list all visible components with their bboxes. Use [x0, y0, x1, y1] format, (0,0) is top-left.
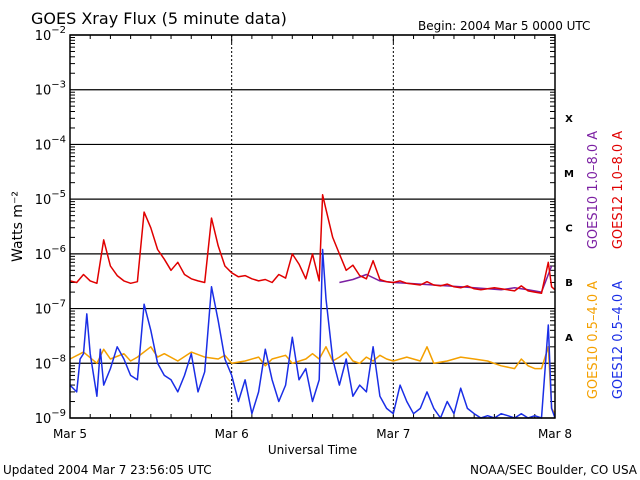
series-line-1	[69, 194, 556, 295]
x-tick-labels: Mar 5 Mar 6 Mar 7 Mar 8	[53, 427, 572, 441]
y-tick-label: 10−9	[35, 408, 66, 427]
flare-class-labels: X M C B A	[564, 114, 574, 344]
y-tick-label: 10−5	[35, 189, 66, 208]
legend-entry-0: GOES10 1.0–8.0 A	[586, 131, 601, 249]
y-tick-label: 10−2	[35, 25, 66, 44]
y-minor-ticks	[70, 37, 555, 403]
x-tick-label: Mar 8	[538, 427, 572, 441]
legend-entry-2: GOES10 0.5–4.0 A	[586, 281, 601, 399]
series-line-0	[339, 265, 553, 293]
flare-class-label: X	[565, 114, 573, 125]
y-tick-label: 10−4	[35, 134, 66, 153]
y-tick-labels: 10−2 10−3 10−4 10−5 10−6 10−7 10−8 10−9	[35, 25, 66, 427]
series-line-3	[69, 248, 556, 419]
y-axis-label: Watts m⁻²	[10, 191, 26, 262]
y-tick-label: 10−8	[35, 353, 66, 372]
y-tick-label: 10−6	[35, 244, 66, 263]
x-axis-label: Universal Time	[268, 443, 357, 457]
x-tick-label: Mar 6	[215, 427, 249, 441]
y-tick-label: 10−3	[35, 80, 66, 99]
flare-class-label: B	[565, 278, 573, 289]
credit-label: NOAA/SEC Boulder, CO USA	[470, 463, 638, 477]
flare-class-label: M	[564, 169, 574, 180]
y-tick-label: 10−7	[35, 299, 66, 318]
flare-class-label: A	[565, 333, 573, 344]
data-series	[69, 194, 556, 419]
legend-entry-3: GOES12 0.5–4.0 A	[611, 281, 626, 399]
series-line-2	[69, 346, 556, 415]
begin-time-label: Begin: 2004 Mar 5 0000 UTC	[418, 19, 590, 33]
x-tick-label: Mar 5	[53, 427, 87, 441]
plot-frame	[69, 34, 556, 419]
updated-timestamp: Updated 2004 Mar 7 23:56:05 UTC	[3, 463, 212, 477]
chart-title: GOES Xray Flux (5 minute data)	[31, 9, 287, 28]
legend: GOES10 1.0–8.0 A GOES12 1.0–8.0 A GOES10 0…	[586, 131, 626, 399]
x-tick-label: Mar 7	[376, 427, 410, 441]
legend-entry-1: GOES12 1.0–8.0 A	[611, 131, 626, 249]
flare-class-label: C	[565, 224, 572, 235]
